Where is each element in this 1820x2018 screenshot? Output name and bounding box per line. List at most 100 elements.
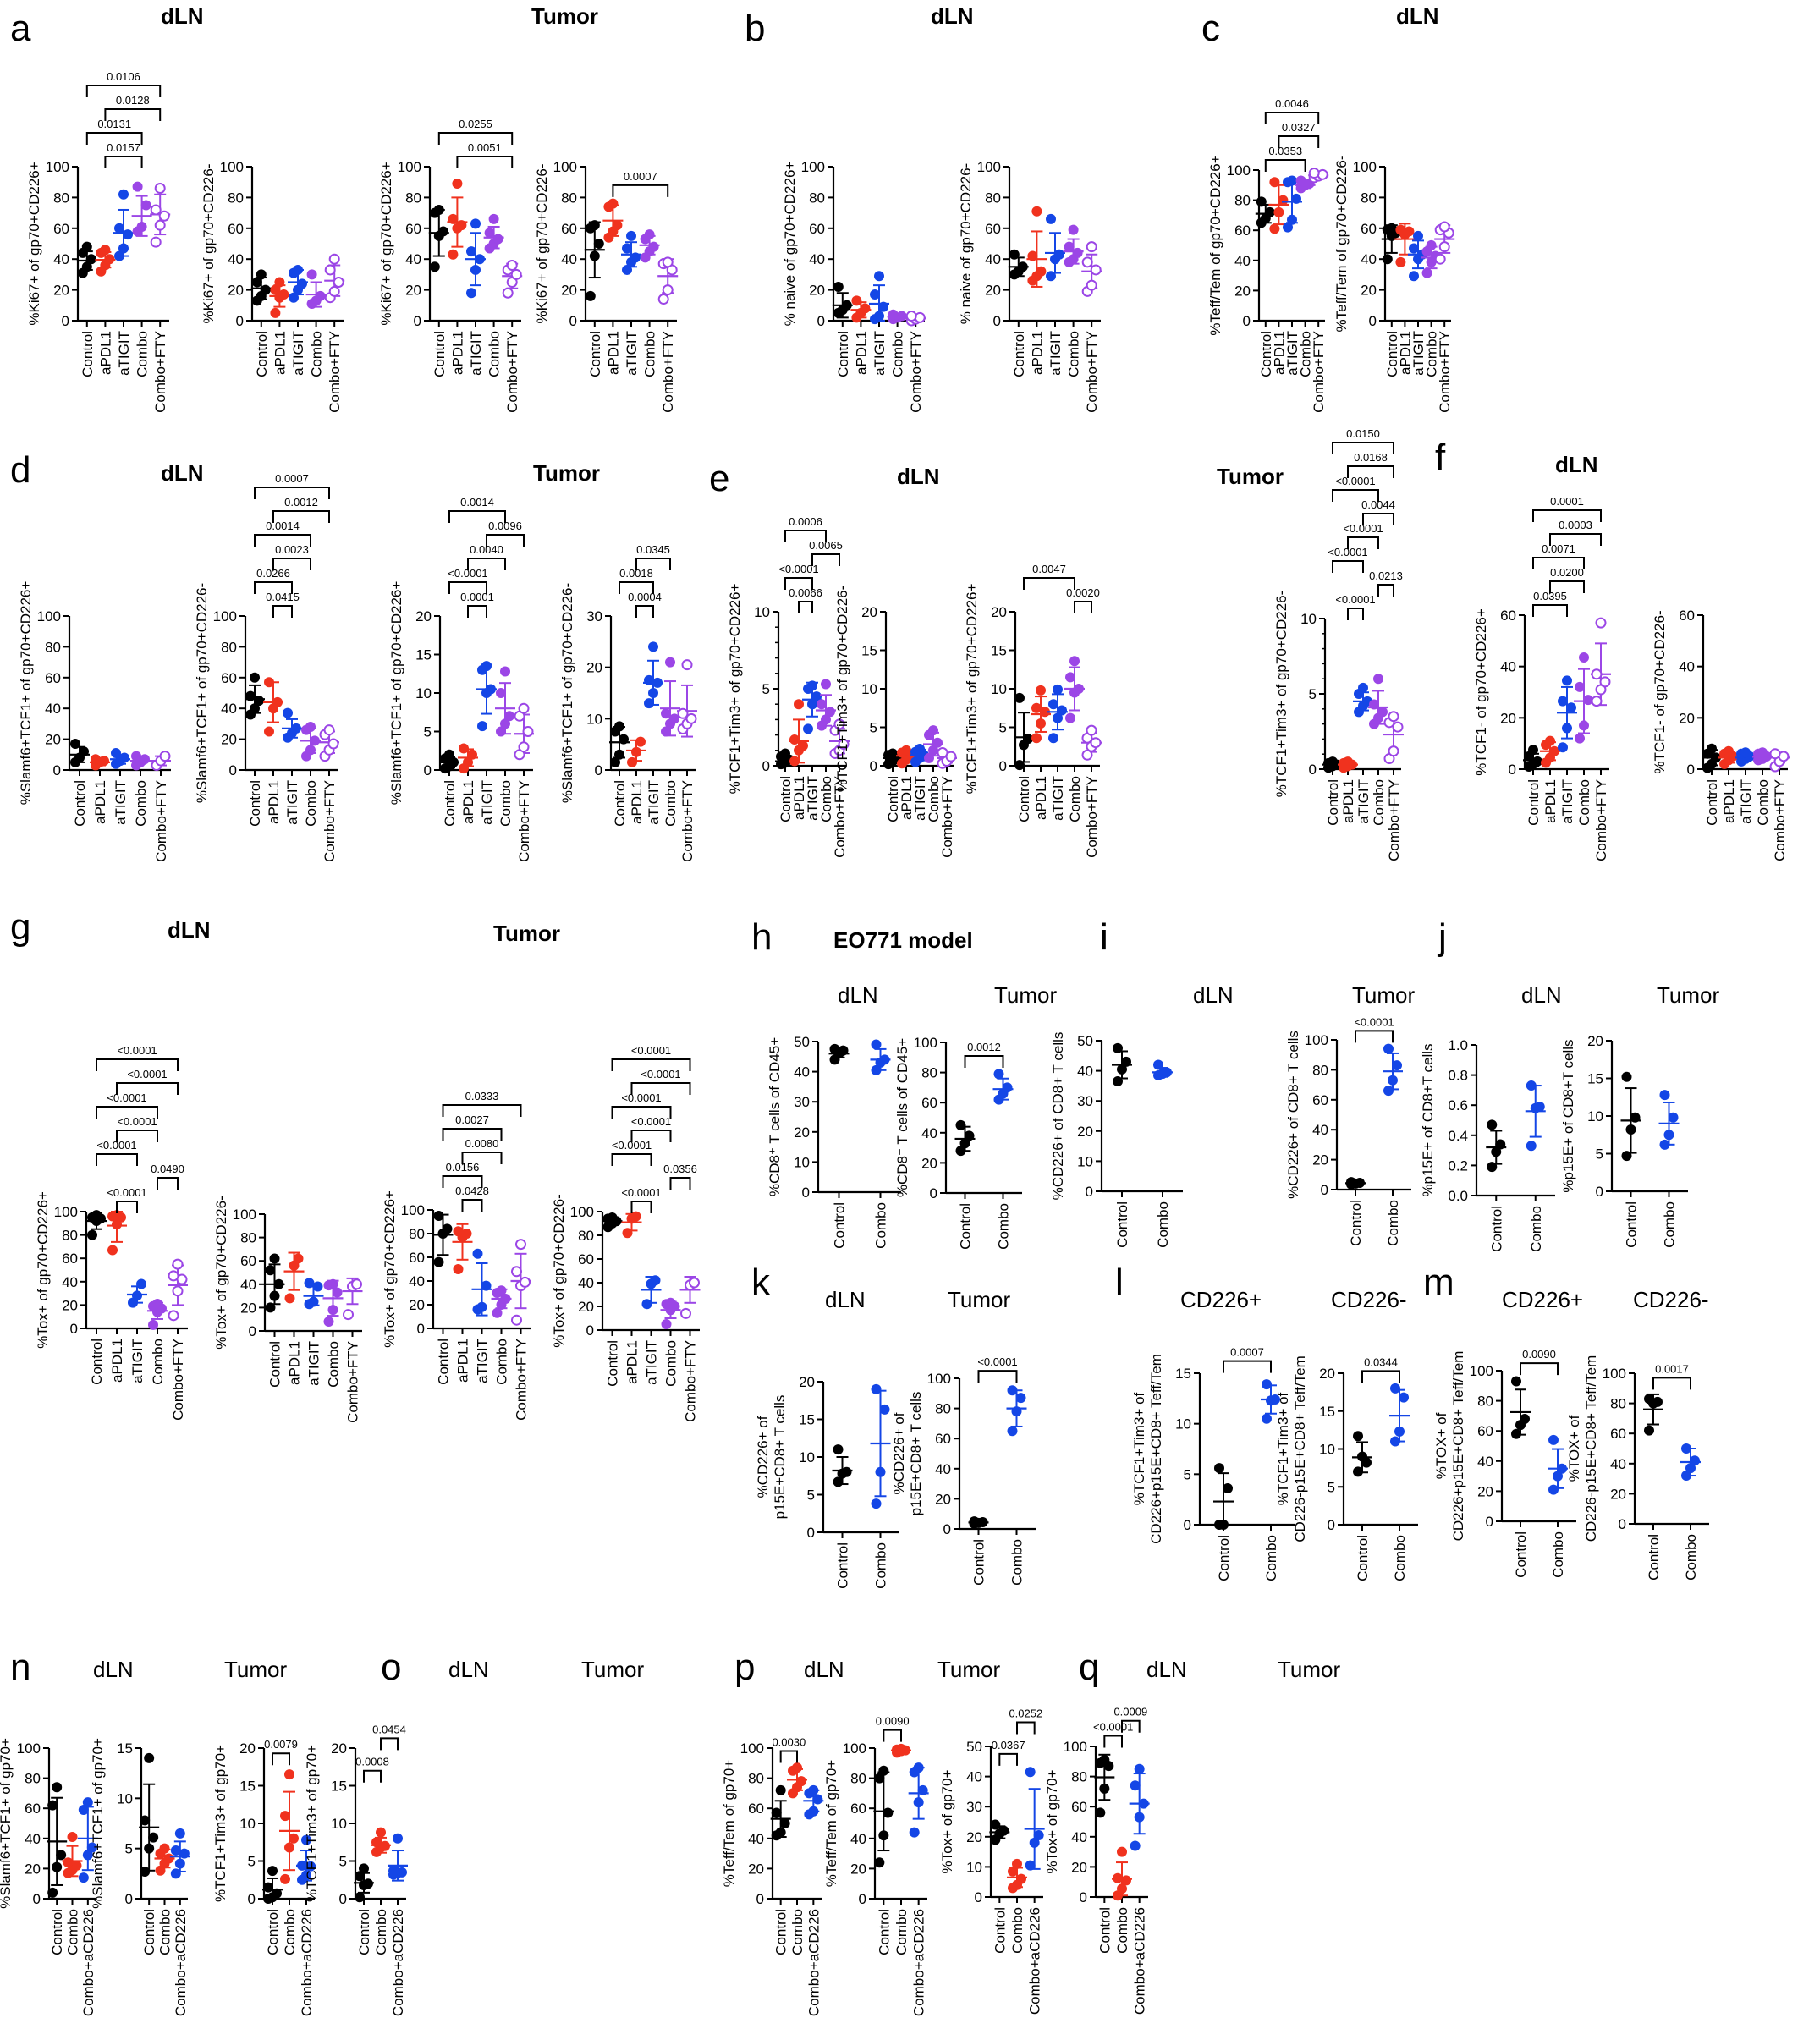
group-control: [1094, 1753, 1115, 1818]
category-label: Combo+aCD226: [80, 1909, 96, 2016]
data-point: [492, 234, 503, 245]
data-point: [870, 289, 880, 300]
y-tick-label: 20: [221, 732, 237, 748]
y-tick-label: 100: [843, 1740, 866, 1757]
data-point: [1027, 250, 1038, 261]
p-value-label: 0.0018: [619, 567, 653, 580]
y-tick-label: 20: [228, 283, 244, 299]
data-point: [78, 1804, 89, 1815]
data-point: [644, 698, 654, 709]
y-tick-label: 15: [861, 643, 877, 659]
data-point: [1399, 1392, 1409, 1403]
data-point: [504, 711, 514, 722]
data-point-open: [937, 747, 948, 759]
data-point: [630, 1211, 641, 1222]
y-axis-label: p15E+CD8+ T cells: [772, 1395, 788, 1520]
group-control: [1322, 756, 1343, 773]
category-label: Combo+aCD226: [806, 1909, 822, 2016]
data-point: [928, 745, 938, 756]
data-point: [272, 1888, 282, 1899]
bracket-line: [448, 510, 506, 523]
y-tick-label: 0: [1321, 1182, 1328, 1198]
data-point: [1740, 747, 1751, 758]
data-point: [484, 228, 495, 239]
p-value-label: 0.0020: [1066, 586, 1100, 599]
group-combo: [1112, 1846, 1132, 1901]
group-combo: [1421, 239, 1442, 278]
data-point: [79, 746, 89, 757]
y-tick-label: 15: [1587, 1071, 1603, 1087]
category-label: Combo+FTY: [660, 331, 676, 413]
p-value-label: <0.0001: [1343, 522, 1383, 535]
panel-letter: d: [10, 449, 30, 491]
bracket-line: [254, 534, 311, 547]
y-tick-label: 40: [561, 251, 577, 267]
group-control: [47, 1782, 68, 1898]
chart-d2: 0 20 40 60 80 100%Slamf6+TCF1+ of gp70+CD226-…: [194, 472, 339, 862]
y-tick-label: 100: [401, 1202, 425, 1218]
p-value-label: 0.0004: [628, 591, 662, 603]
group-control: [989, 1819, 1010, 1845]
category-label: aPDL1: [109, 1339, 125, 1383]
data-point: [794, 699, 804, 710]
data-point: [82, 1850, 93, 1861]
y-tick-label: 15: [239, 1779, 256, 1795]
group-combo: [1007, 1858, 1027, 1894]
category-label: aTIGIT: [1410, 331, 1427, 376]
y-tick-label: 10: [1175, 1416, 1191, 1432]
data-point: [630, 252, 641, 263]
group-combo-fty: [324, 253, 345, 304]
data-point: [70, 739, 80, 750]
data-point: [284, 1293, 295, 1304]
category-label: aTIGIT: [912, 776, 928, 821]
y-tick-label: 0: [33, 1891, 41, 1907]
category-label: Control: [80, 331, 96, 377]
data-point: [1138, 1798, 1149, 1809]
group-combo-fty: [1081, 241, 1102, 297]
y-tick-label: 80: [850, 1771, 866, 1787]
significance-bracket: 0.0255: [437, 118, 514, 145]
group-atigit: [1045, 213, 1065, 282]
y-tick-label: 60: [1679, 608, 1695, 624]
significance-bracket: 0.0006: [784, 515, 827, 542]
group-combo: [923, 725, 943, 763]
significance-bracket: <0.0001: [116, 1068, 179, 1095]
category-label: Combo: [157, 1909, 173, 1955]
data-point: [1361, 1457, 1372, 1468]
data-point: [661, 1319, 672, 1329]
data-point: [1033, 1830, 1044, 1841]
chart-d4: 0 10 20 30 %Slamf6+TCF1+ of gp70+CD226- Contr…: [559, 543, 697, 862]
y-tick-label: 15: [991, 643, 1007, 659]
data-point-open: [1388, 745, 1399, 757]
data-point: [263, 1882, 273, 1893]
y-axis-label: CD226+p15E+CD8+ Teff/Tem: [1450, 1351, 1466, 1542]
p-value-label: 0.0200: [1550, 566, 1584, 579]
y-tick-label: 40: [240, 1277, 256, 1293]
data-point: [928, 725, 938, 736]
data-point: [1046, 271, 1056, 282]
data-point: [264, 726, 274, 737]
data-point: [453, 1264, 464, 1274]
category-label: Combo: [1392, 1535, 1408, 1581]
bracket-line: [784, 577, 813, 590]
y-tick-label: 0: [762, 758, 770, 774]
data-point-open: [510, 268, 522, 280]
data-point: [871, 1383, 882, 1394]
data-point: [496, 688, 506, 698]
data-point-open: [511, 1314, 522, 1326]
data-point: [1036, 685, 1046, 696]
category-label: aPDL1: [1542, 779, 1559, 823]
data-point-open: [168, 1310, 179, 1322]
data-point: [665, 1297, 676, 1308]
group-control: [1014, 692, 1034, 771]
category-label: Combo+FTY: [1593, 779, 1609, 861]
data-point: [792, 1762, 802, 1773]
y-tick-label: 20: [1077, 1124, 1093, 1140]
section-title: dLN: [804, 1657, 844, 1682]
group-control: [1352, 1431, 1372, 1477]
data-point: [371, 1837, 382, 1848]
significance-bracket: 0.0009: [1113, 1706, 1147, 1733]
data-point: [1659, 1139, 1670, 1150]
data-point: [808, 1784, 819, 1795]
